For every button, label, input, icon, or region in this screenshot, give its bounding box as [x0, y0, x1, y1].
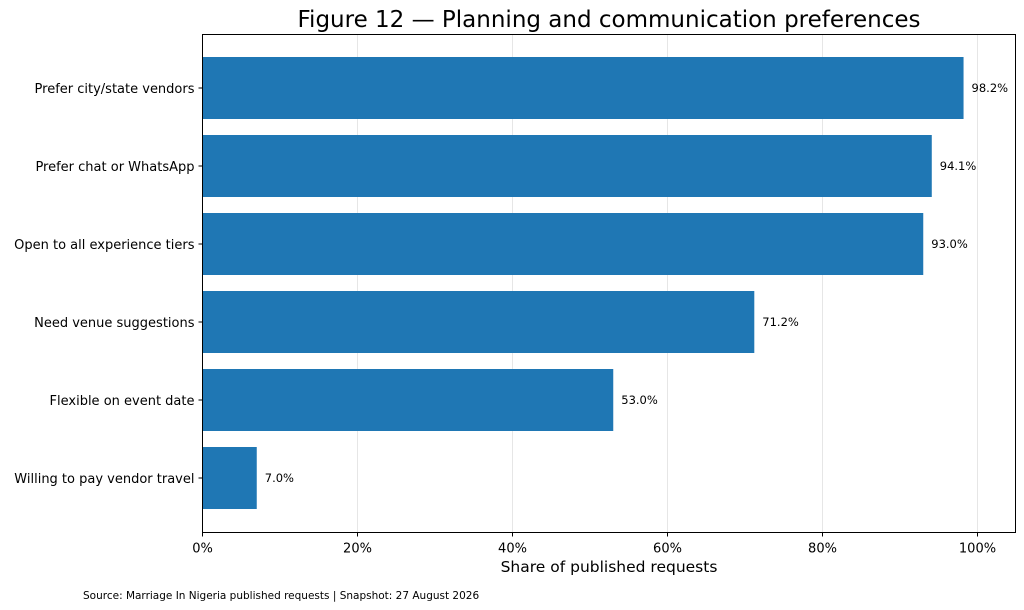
category-label: Willing to pay vendor travel: [14, 472, 194, 487]
x-tick-label: 20%: [343, 542, 372, 557]
category-label: Flexible on event date: [50, 394, 195, 409]
value-label: 93.0%: [931, 237, 968, 251]
x-tick-label: 40%: [498, 542, 527, 557]
category-label: Open to all experience tiers: [14, 238, 195, 253]
plot-frame: [202, 34, 1016, 533]
value-label: 7.0%: [265, 471, 294, 485]
bar: [202, 57, 964, 119]
bar: [202, 135, 932, 197]
x-tick-label: 60%: [653, 542, 682, 557]
value-label: 71.2%: [762, 315, 799, 329]
x-axis-label: Share of published requests: [501, 558, 718, 576]
value-label: 98.2%: [972, 81, 1009, 95]
source-note: Source: Marriage In Nigeria published re…: [83, 590, 479, 602]
bar: [202, 291, 755, 353]
category-label: Prefer chat or WhatsApp: [35, 160, 194, 175]
x-tick-label: 80%: [808, 542, 837, 557]
value-label: 94.1%: [940, 159, 977, 173]
category-label: Need venue suggestions: [34, 316, 195, 331]
bar: [202, 447, 257, 509]
chart-title: Figure 12 — Planning and communication p…: [298, 7, 921, 33]
category-label: Prefer city/state vendors: [35, 82, 195, 97]
bars: [202, 57, 964, 509]
labels: 0% 20% 40% 60% 80% 100% Prefer city/state vend…: [14, 81, 1008, 557]
value-label: 53.0%: [621, 393, 658, 407]
x-tick-label: 0%: [192, 542, 213, 557]
bar: [202, 369, 614, 431]
x-tick-label: 100%: [959, 542, 996, 557]
bar: [202, 213, 924, 275]
